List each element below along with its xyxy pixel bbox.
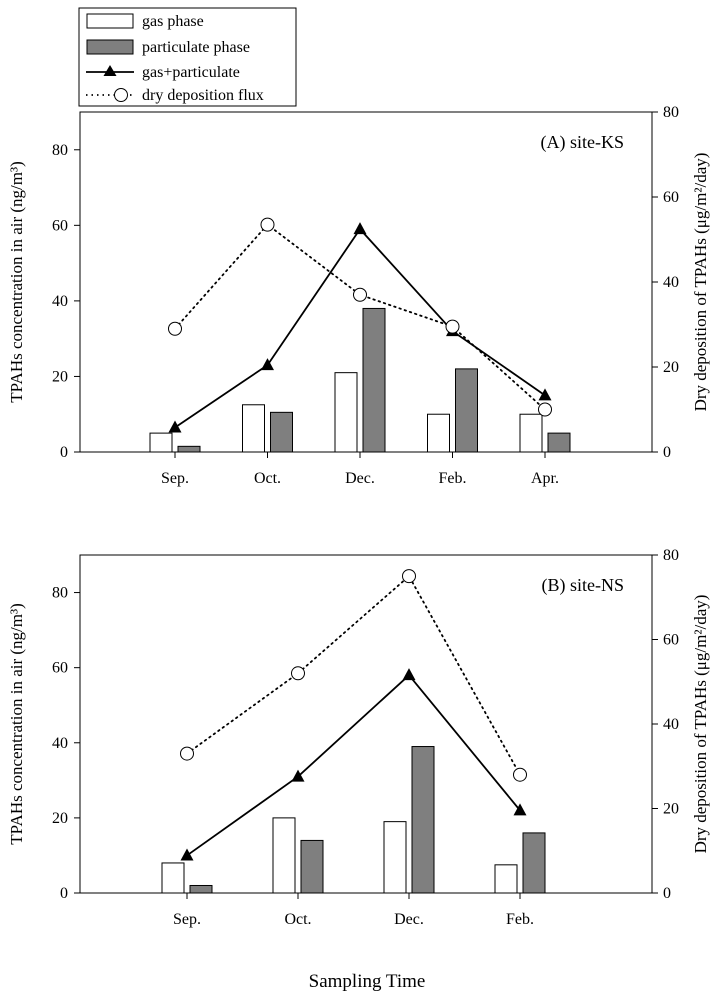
legend-deposition-label: dry deposition flux [142, 87, 264, 104]
x-tick-label: Sep. [161, 470, 189, 487]
y2-tick-label: 80 [663, 547, 679, 564]
legend-particulate-swatch [86, 39, 134, 55]
y2-axis-title: Dry deposition of TPAHs (μg/m²/day) [691, 153, 710, 412]
bar-gas-phase [149, 432, 173, 453]
point-gas-plus-particulate [353, 222, 367, 235]
y-tick-label: 60 [52, 217, 68, 234]
bar-gas-phase [161, 862, 185, 894]
bar-particulate-phase [547, 432, 571, 453]
point-gas-plus-particulate [261, 358, 274, 371]
y-tick-label: 40 [52, 735, 68, 752]
legend-total-marker [103, 65, 117, 76]
y2-tick-label: 0 [663, 885, 671, 902]
legend-gas-swatch [86, 13, 134, 29]
x-tick-label: Feb. [439, 470, 467, 487]
bar-particulate-phase [300, 839, 324, 894]
point-gas-plus-particulate [168, 420, 182, 433]
point-dry-deposition [353, 287, 367, 302]
line-gas-plus-particulate [186, 673, 521, 857]
x-tick-label: Sep. [173, 911, 201, 928]
point-dry-deposition [402, 569, 416, 584]
bar-gas-phase [383, 821, 407, 894]
y2-tick-label: 80 [663, 104, 679, 121]
point-dry-deposition [180, 746, 194, 761]
legend: gas phase particulate phase gas+particul… [78, 7, 297, 107]
y2-tick-label: 40 [663, 716, 679, 733]
y2-tick-label: 60 [663, 189, 679, 206]
x-tick-label: Dec. [394, 911, 424, 928]
bar-particulate-phase [522, 832, 546, 894]
point-gas-plus-particulate [291, 769, 305, 782]
bar-particulate-phase [362, 307, 386, 453]
y-tick-label: 40 [52, 293, 68, 310]
plot-frame [79, 554, 653, 894]
x-tick-label: Dec. [345, 470, 375, 487]
y2-axis-title: Dry deposition of TPAHs (μg/m²/day) [691, 595, 710, 854]
bar-gas-phase [494, 864, 518, 894]
point-dry-deposition [513, 767, 527, 782]
y-axis-title: TPAHs concentration in air (ng/m³) [7, 603, 26, 844]
point-dry-deposition [291, 666, 305, 681]
bar-particulate-phase [411, 746, 435, 894]
y-tick-label: 0 [60, 885, 68, 902]
y-tick-label: 20 [52, 810, 68, 827]
point-gas-plus-particulate [513, 803, 527, 816]
line-dry-deposition [186, 574, 521, 776]
y-tick-label: 20 [52, 368, 68, 385]
legend-gas-label: gas phase [142, 13, 204, 30]
line-dry-deposition [174, 223, 546, 411]
panel-label: (A) site-KS [541, 132, 625, 153]
bar-gas-phase [427, 413, 450, 453]
bar-gas-phase [272, 817, 296, 894]
x-tick-label: Oct. [284, 911, 311, 928]
y-tick-label: 80 [52, 585, 68, 602]
legend-deposition-marker [114, 88, 128, 102]
legend-particulate-label: particulate phase [142, 39, 250, 56]
x-tick-label: Feb. [506, 911, 534, 928]
panel-site-ns: 0 20 40 60 80 0 20 40 60 80 Sep. Oct. Dec. Feb. (B) si… [7, 547, 710, 928]
bar-gas-phase [334, 372, 358, 453]
y2-tick-label: 20 [663, 359, 679, 376]
y2-tick-label: 0 [663, 444, 671, 461]
point-dry-deposition [538, 402, 552, 417]
bar-gas-phase [242, 404, 265, 453]
y-tick-label: 0 [60, 444, 68, 461]
point-gas-plus-particulate [538, 388, 552, 401]
bar-particulate-phase [177, 445, 201, 453]
y-tick-label: 80 [52, 142, 68, 159]
bar-gas-phase [519, 413, 543, 453]
y2-tick-label: 20 [663, 801, 679, 818]
bar-particulate-phase [189, 884, 213, 894]
y2-tick-label: 40 [663, 274, 679, 291]
point-dry-deposition [445, 319, 460, 334]
point-dry-deposition [168, 321, 182, 336]
x-axis-title: Sampling Time [309, 971, 426, 992]
y2-tick-label: 60 [663, 632, 679, 649]
bar-particulate-phase [270, 411, 293, 453]
panel-site-ks: 0 20 40 60 80 0 20 40 60 80 Sep. Oct. Dec. Feb. Apr. (A… [7, 104, 710, 487]
y-tick-label: 60 [52, 660, 68, 677]
bar-particulate-phase [455, 368, 478, 453]
y-axis-title: TPAHs concentration in air (ng/m³) [7, 161, 26, 402]
panel-label: (B) site-NS [542, 575, 625, 596]
line-gas-plus-particulate [174, 227, 546, 429]
x-tick-label: Oct. [254, 470, 281, 487]
point-gas-plus-particulate [402, 668, 416, 681]
point-gas-plus-particulate [180, 848, 194, 861]
point-dry-deposition [260, 217, 275, 232]
x-tick-label: Apr. [531, 470, 559, 487]
legend-total-label: gas+particulate [142, 64, 240, 81]
